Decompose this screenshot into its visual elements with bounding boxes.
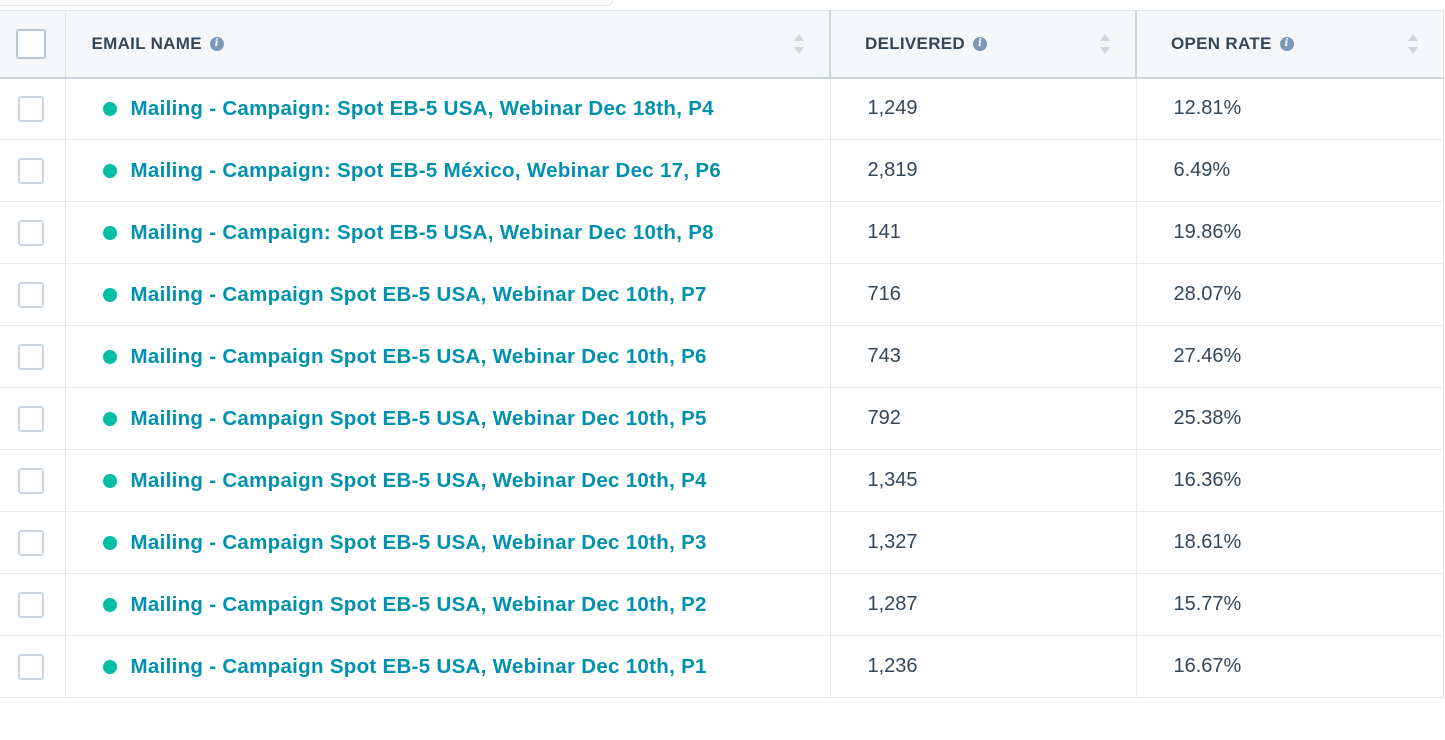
info-icon[interactable]: i [973, 36, 987, 51]
info-icon[interactable]: i [209, 36, 224, 51]
column-header-label: EMAIL NAME [91, 33, 202, 53]
open-rate-cell: 12.81% [1136, 77, 1444, 140]
open-rate-cell: 27.46% [1136, 325, 1444, 388]
table-row: Mailing - Campaign Spot EB-5 USA, Webina… [0, 511, 1444, 574]
sort-icon[interactable] [1407, 32, 1419, 56]
table-body: Mailing - Campaign: Spot EB-5 USA, Webin… [0, 77, 1444, 698]
delivered-cell: 2,819 [830, 139, 1137, 202]
delivered-cell: 1,287 [830, 573, 1137, 636]
open-rate-cell: 28.07% [1136, 263, 1444, 326]
column-header-email-name[interactable]: EMAIL NAME i [65, 10, 831, 79]
row-select-cell [0, 573, 66, 636]
table-row: Mailing - Campaign: Spot EB-5 USA, Webin… [0, 77, 1444, 140]
published-status-dot [102, 163, 117, 178]
published-status-dot [102, 101, 117, 116]
column-header-label: OPEN RATE [1171, 33, 1272, 53]
open-rate-cell: 16.36% [1136, 449, 1444, 512]
published-status-dot [102, 349, 117, 364]
email-name-link[interactable]: Mailing - Campaign Spot EB-5 USA, Webina… [130, 468, 707, 492]
column-header-open-rate[interactable]: OPEN RATE i [1135, 10, 1444, 79]
table-row: Mailing - Campaign Spot EB-5 USA, Webina… [0, 635, 1444, 698]
row-select-cell [0, 511, 66, 574]
row-checkbox[interactable] [18, 157, 44, 184]
email-name-link[interactable]: Mailing - Campaign Spot EB-5 USA, Webina… [130, 654, 707, 678]
column-header-label: DELIVERED [865, 33, 965, 53]
email-name-cell: Mailing - Campaign Spot EB-5 USA, Webina… [65, 387, 831, 450]
select-all-checkbox[interactable] [16, 28, 46, 59]
published-status-dot [102, 225, 117, 240]
published-status-dot [102, 597, 117, 612]
published-status-dot [102, 535, 117, 550]
open-rate-cell: 18.61% [1136, 511, 1444, 574]
email-name-link[interactable]: Mailing - Campaign: Spot EB-5 USA, Webin… [130, 220, 714, 244]
row-checkbox[interactable] [18, 219, 44, 246]
table-row: Mailing - Campaign Spot EB-5 USA, Webina… [0, 325, 1444, 388]
info-icon[interactable]: i [1279, 36, 1294, 51]
row-checkbox[interactable] [18, 529, 44, 556]
table-row: Mailing - Campaign Spot EB-5 USA, Webina… [0, 573, 1444, 636]
delivered-cell: 1,327 [830, 511, 1137, 574]
email-name-link[interactable]: Mailing - Campaign Spot EB-5 USA, Webina… [130, 282, 707, 306]
email-name-cell: Mailing - Campaign: Spot EB-5 USA, Webin… [65, 201, 831, 264]
row-select-cell [0, 387, 66, 450]
open-rate-cell: 19.86% [1136, 201, 1444, 264]
row-checkbox[interactable] [18, 95, 44, 122]
delivered-cell: 1,236 [830, 635, 1137, 698]
delivered-cell: 141 [830, 201, 1137, 264]
table-row: Mailing - Campaign Spot EB-5 USA, Webina… [0, 387, 1444, 450]
email-name-cell: Mailing - Campaign: Spot EB-5 México, We… [65, 139, 831, 202]
row-checkbox[interactable] [18, 405, 44, 432]
row-select-cell [0, 263, 66, 326]
table-row: Mailing - Campaign: Spot EB-5 México, We… [0, 139, 1444, 202]
table-row: Mailing - Campaign Spot EB-5 USA, Webina… [0, 263, 1444, 326]
sort-icon[interactable] [793, 32, 805, 56]
sort-icon[interactable] [1099, 32, 1111, 56]
published-status-dot [102, 473, 117, 488]
email-name-link[interactable]: Mailing - Campaign Spot EB-5 USA, Webina… [130, 406, 707, 430]
email-name-cell: Mailing - Campaign Spot EB-5 USA, Webina… [65, 449, 831, 512]
row-checkbox[interactable] [18, 653, 44, 680]
open-rate-cell: 15.77% [1136, 573, 1444, 636]
delivered-cell: 1,345 [830, 449, 1137, 512]
email-name-cell: Mailing - Campaign Spot EB-5 USA, Webina… [65, 635, 831, 698]
open-rate-cell: 25.38% [1136, 387, 1444, 450]
header-select-all-cell [0, 10, 66, 79]
row-select-cell [0, 449, 66, 512]
email-name-link[interactable]: Mailing - Campaign Spot EB-5 USA, Webina… [130, 530, 707, 554]
email-name-link[interactable]: Mailing - Campaign Spot EB-5 USA, Webina… [130, 592, 707, 616]
header-row: EMAIL NAME i DELIVERED i [0, 10, 1444, 79]
published-status-dot [102, 411, 117, 426]
email-name-link[interactable]: Mailing - Campaign Spot EB-5 USA, Webina… [130, 344, 707, 368]
row-checkbox[interactable] [18, 343, 44, 370]
row-select-cell [0, 635, 66, 698]
row-checkbox[interactable] [18, 281, 44, 308]
table-row: Mailing - Campaign: Spot EB-5 USA, Webin… [0, 201, 1444, 264]
email-name-link[interactable]: Mailing - Campaign: Spot EB-5 USA, Webin… [130, 96, 714, 120]
email-name-cell: Mailing - Campaign Spot EB-5 USA, Webina… [65, 511, 831, 574]
row-checkbox[interactable] [18, 467, 44, 494]
row-checkbox[interactable] [18, 591, 44, 618]
published-status-dot [102, 659, 117, 674]
row-select-cell [0, 325, 66, 388]
search-input-edge[interactable] [0, 0, 613, 6]
row-select-cell [0, 139, 66, 202]
published-status-dot [102, 287, 117, 302]
email-name-link[interactable]: Mailing - Campaign: Spot EB-5 México, We… [130, 158, 722, 182]
open-rate-cell: 6.49% [1136, 139, 1444, 202]
email-name-cell: Mailing - Campaign Spot EB-5 USA, Webina… [65, 263, 831, 326]
delivered-cell: 792 [830, 387, 1137, 450]
delivered-cell: 1,249 [830, 77, 1137, 140]
email-name-cell: Mailing - Campaign: Spot EB-5 USA, Webin… [65, 77, 831, 140]
row-select-cell [0, 201, 66, 264]
table-row: Mailing - Campaign Spot EB-5 USA, Webina… [0, 449, 1444, 512]
email-name-cell: Mailing - Campaign Spot EB-5 USA, Webina… [65, 325, 831, 388]
table-header: EMAIL NAME i DELIVERED i [0, 10, 1444, 79]
email-performance-table: EMAIL NAME i DELIVERED i [0, 10, 1444, 698]
email-name-cell: Mailing - Campaign Spot EB-5 USA, Webina… [65, 573, 831, 636]
delivered-cell: 716 [830, 263, 1137, 326]
open-rate-cell: 16.67% [1136, 635, 1444, 698]
delivered-cell: 743 [830, 325, 1137, 388]
column-header-delivered[interactable]: DELIVERED i [829, 10, 1137, 79]
row-select-cell [0, 77, 66, 140]
